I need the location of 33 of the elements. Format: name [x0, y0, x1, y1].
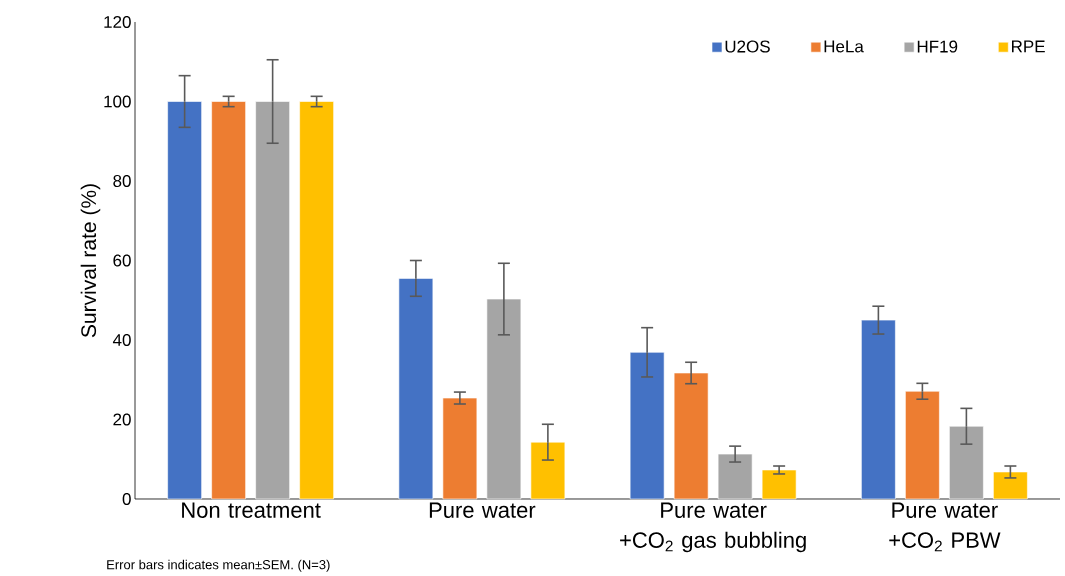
bar [486, 298, 522, 500]
legend-label: HeLa [824, 40, 864, 53]
x-tick-label: Pure water +CO$_{2}$ PBW [889, 502, 1001, 552]
y-tick-label: 20 [113, 413, 131, 426]
y-tick-label: 0 [122, 492, 131, 506]
bar [255, 101, 290, 500]
y-tick-label: 100 [104, 95, 131, 108]
y-tick-label: 60 [113, 254, 131, 267]
y-tick-label: 80 [113, 174, 131, 188]
bar [673, 372, 709, 500]
bar [530, 441, 566, 500]
bar [442, 397, 478, 500]
legend-label: U2OS [725, 40, 770, 53]
bar [949, 425, 984, 500]
bar [629, 352, 665, 500]
bar [861, 319, 896, 500]
bar [993, 471, 1028, 500]
bar [167, 101, 202, 500]
legend-label: HF19 [917, 40, 958, 53]
bar [398, 278, 434, 500]
bar [717, 453, 753, 500]
legend-label: RPE [1012, 40, 1045, 53]
bar [761, 469, 797, 500]
bar [905, 390, 940, 500]
y-tick-label: 120 [104, 15, 131, 29]
bar [211, 101, 246, 500]
x-tick-label: Non treatment [182, 502, 321, 518]
x-tick-label: Pure water [429, 502, 536, 518]
x-tick-label: Pure water +CO$_{2}$ gas bubbling [620, 502, 806, 553]
y-tick-label: 40 [112, 333, 131, 347]
y-axis-title: Survival rate (%) [80, 184, 101, 338]
bar [299, 101, 334, 500]
text: Error bars indicates mean±SEM. (N=3) [107, 559, 330, 572]
